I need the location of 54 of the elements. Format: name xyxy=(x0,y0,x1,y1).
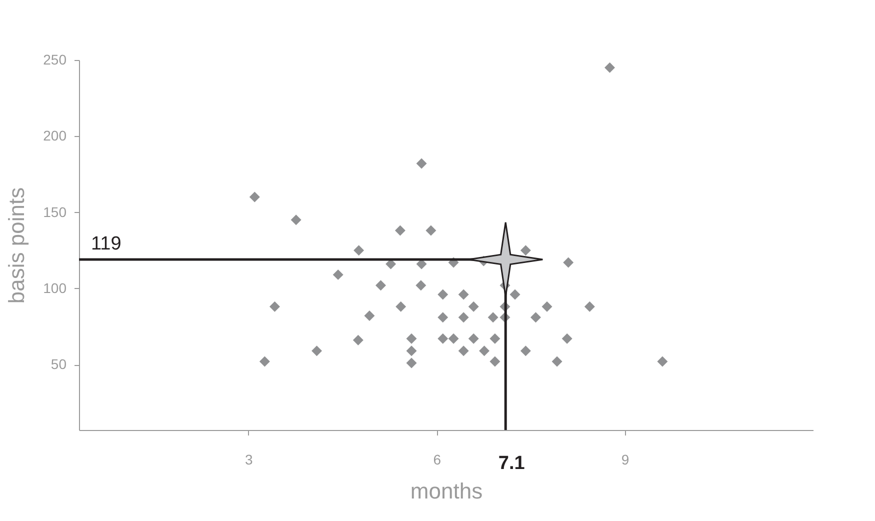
y-tick-label: 250 xyxy=(43,52,67,68)
point xyxy=(416,158,427,169)
point xyxy=(396,301,406,312)
point xyxy=(458,312,469,323)
point xyxy=(542,301,552,312)
point xyxy=(426,225,436,236)
point xyxy=(269,301,280,312)
point xyxy=(563,257,574,268)
point xyxy=(364,310,375,322)
point xyxy=(458,346,469,356)
point xyxy=(259,356,270,367)
point xyxy=(406,333,417,344)
point xyxy=(416,280,426,291)
point xyxy=(490,333,500,344)
point xyxy=(438,312,448,323)
point xyxy=(438,333,448,344)
ref-line-label: 7.1 xyxy=(498,453,526,474)
point xyxy=(352,334,364,346)
point xyxy=(562,333,572,344)
x-tick-label: 6 xyxy=(433,452,442,468)
point xyxy=(520,346,531,356)
point xyxy=(657,356,668,367)
point xyxy=(249,192,260,202)
ref-line-label: 119 xyxy=(91,233,122,254)
point xyxy=(406,346,417,356)
y-tick-label: 150 xyxy=(43,204,67,220)
point xyxy=(354,245,364,256)
point xyxy=(530,312,541,323)
y-tick-label: 50 xyxy=(50,356,67,372)
point xyxy=(376,280,386,291)
point xyxy=(312,346,322,356)
x-tick-label: 3 xyxy=(244,452,253,468)
point xyxy=(488,312,498,323)
point xyxy=(510,289,520,300)
y-tick-label: 100 xyxy=(43,280,67,296)
point xyxy=(584,301,595,312)
point xyxy=(458,289,469,300)
point xyxy=(406,358,417,368)
point xyxy=(438,289,448,300)
point xyxy=(290,214,302,226)
point xyxy=(394,225,406,236)
point xyxy=(468,301,479,312)
y-tick-label: 200 xyxy=(43,128,67,144)
x-tick-label: 9 xyxy=(621,452,630,468)
point xyxy=(332,269,344,280)
point xyxy=(520,245,531,256)
point xyxy=(490,356,500,367)
y-axis-title: basis points xyxy=(4,187,30,304)
point xyxy=(448,333,459,344)
point xyxy=(468,333,479,344)
x-axis-title: months xyxy=(410,478,483,504)
point xyxy=(479,346,490,356)
point xyxy=(604,62,615,73)
point xyxy=(552,356,562,367)
